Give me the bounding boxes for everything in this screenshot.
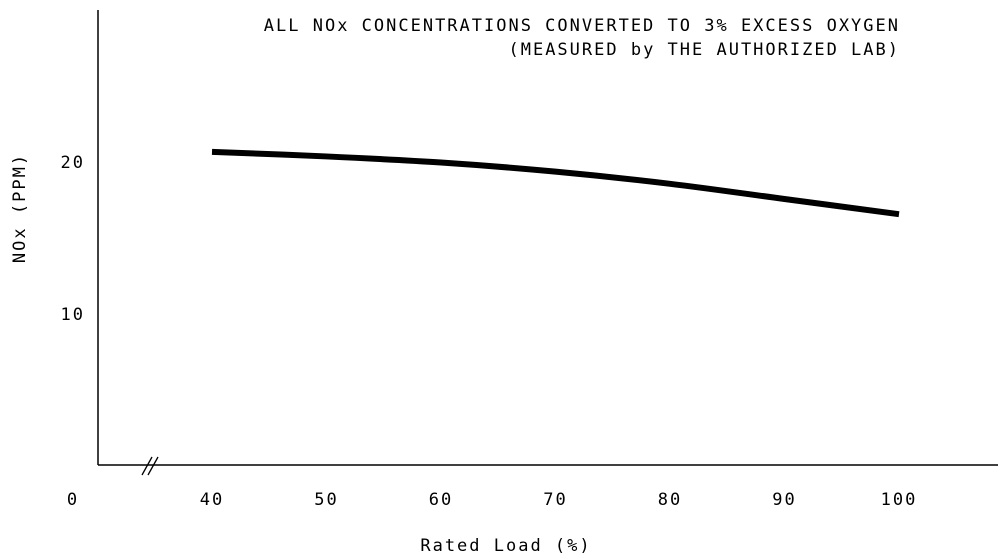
- series-layer: [211, 148, 900, 218]
- x-tick-label-40: 40: [200, 490, 224, 510]
- x-tick-labels: 40 50 60 70 80 90 100: [200, 490, 918, 510]
- x-tick-label-100: 100: [881, 490, 918, 510]
- x-tick-label-70: 70: [543, 490, 567, 510]
- x-tick-label-60: 60: [429, 490, 453, 510]
- axis-break-mark: [141, 456, 159, 476]
- y-tick-label-20: 20: [61, 153, 85, 173]
- x-tick-label-80: 80: [658, 490, 682, 510]
- x-origin-label: 0: [67, 490, 79, 510]
- x-tick-label-50: 50: [314, 490, 338, 510]
- x-tick-label-90: 90: [772, 490, 796, 510]
- y-tick-labels: 10 20: [61, 153, 85, 325]
- series-line-0: [211, 148, 900, 218]
- chart-title-line-1: ALL NOx CONCENTRATIONS CONVERTED TO 3% E…: [264, 16, 900, 36]
- y-axis-label: NOx (PPM): [10, 153, 30, 263]
- x-axis-label: Rated Load (%): [420, 536, 591, 556]
- chart-title-line-2: (MEASURED by THE AUTHORIZED LAB): [508, 40, 900, 60]
- y-tick-label-10: 10: [61, 305, 85, 325]
